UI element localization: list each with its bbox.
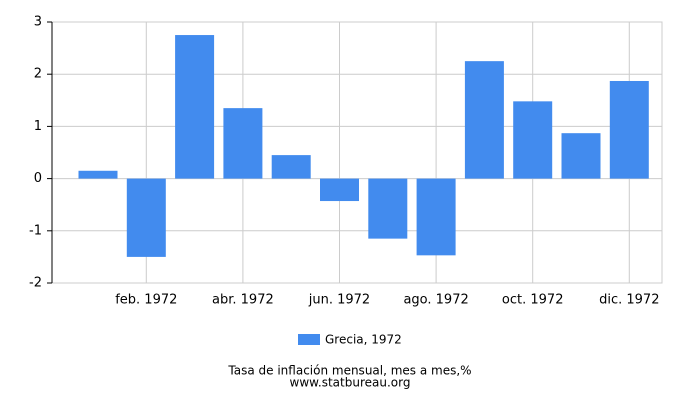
bar: [368, 178, 408, 239]
bar: [271, 155, 311, 179]
bar: [561, 133, 601, 179]
bar: [175, 35, 215, 179]
x-tick-label: abr. 1972: [212, 293, 274, 308]
x-tick-label: dic. 1972: [599, 293, 659, 308]
y-tick-label: -1: [29, 223, 42, 238]
y-tick-label: -2: [29, 276, 42, 291]
bar: [126, 178, 166, 257]
x-tick-label: ago. 1972: [403, 293, 468, 308]
y-tick-label: 0: [34, 171, 42, 186]
bar: [464, 61, 504, 179]
bar: [513, 101, 553, 179]
bar: [416, 178, 456, 256]
bar: [223, 108, 263, 179]
legend-swatch: [298, 334, 320, 345]
chart-title: Tasa de inflación mensual, mes a mes,%: [227, 364, 471, 378]
bar: [320, 178, 359, 202]
y-tick-label: 3: [34, 15, 42, 30]
legend-label: Grecia, 1972: [325, 333, 402, 347]
bar: [78, 170, 118, 179]
x-tick-label: oct. 1972: [502, 293, 564, 308]
x-tick-label: feb. 1972: [115, 293, 177, 308]
bar: [609, 80, 649, 179]
source: www.statbureau.org: [290, 376, 411, 390]
x-tick-label: jun. 1972: [308, 293, 370, 308]
y-tick-label: 1: [34, 119, 42, 134]
y-tick-label: 2: [34, 67, 42, 82]
